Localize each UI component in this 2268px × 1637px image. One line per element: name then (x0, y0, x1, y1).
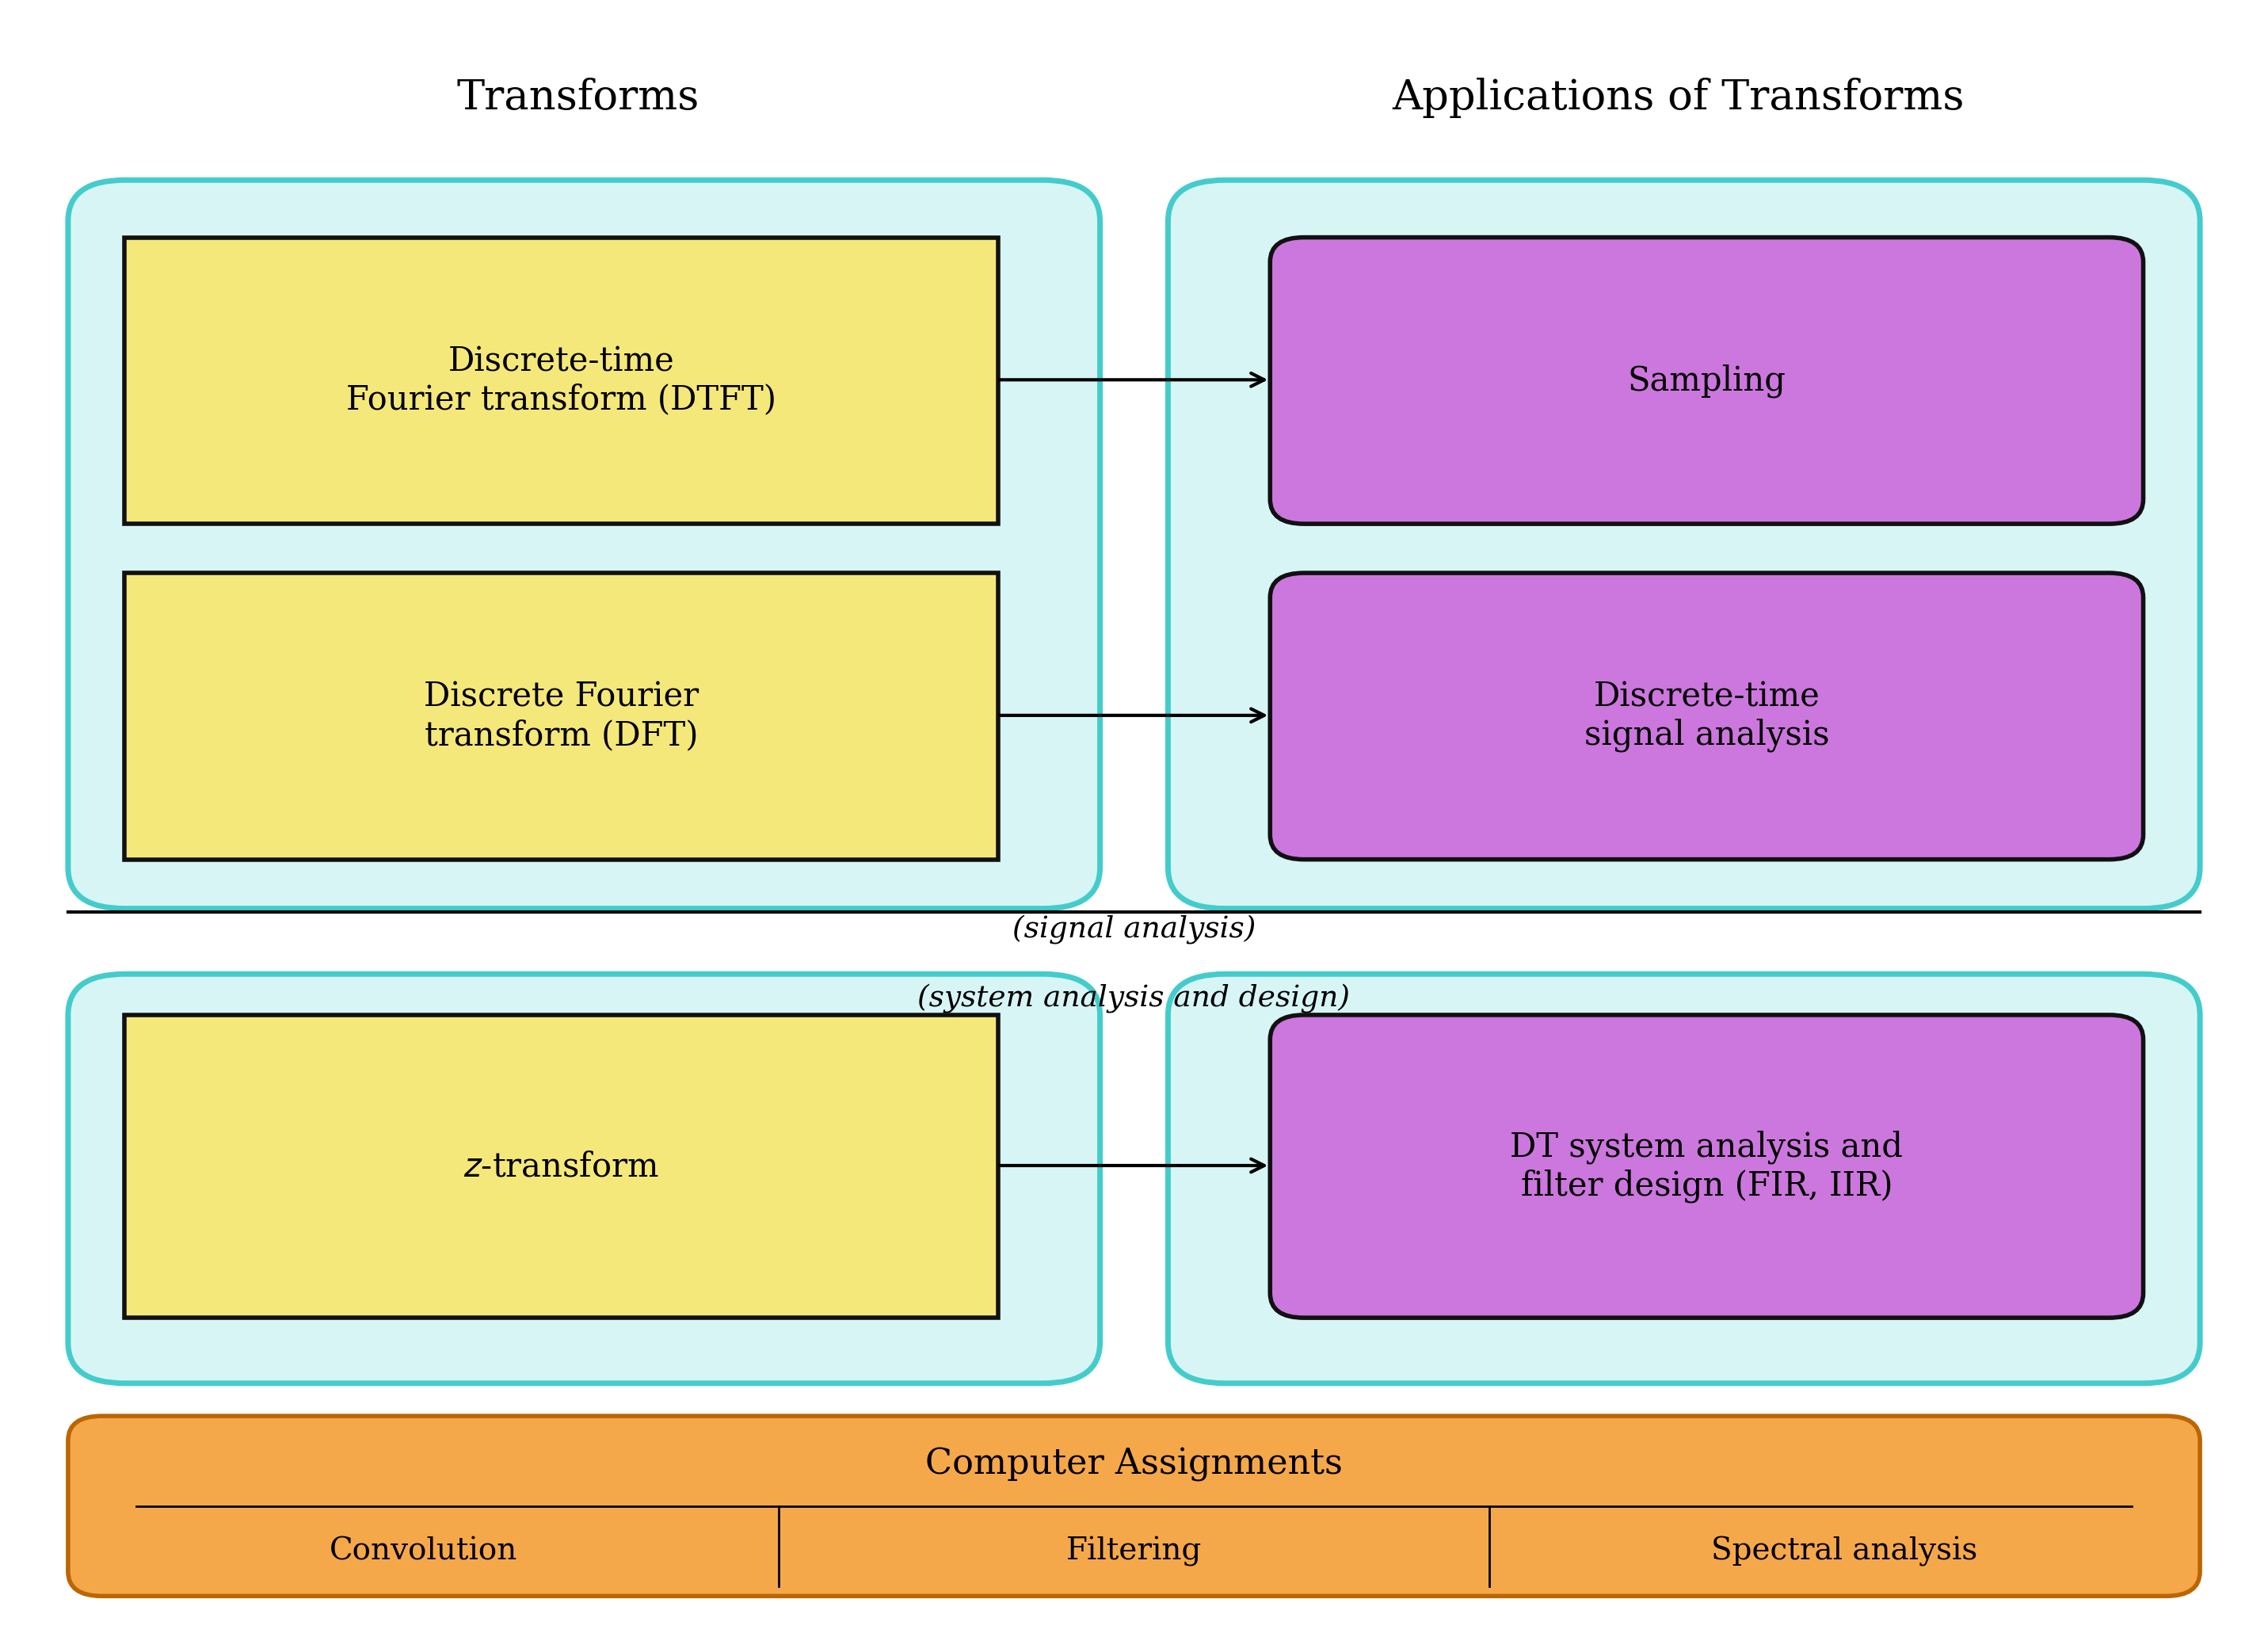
FancyBboxPatch shape (68, 180, 1100, 909)
FancyBboxPatch shape (1270, 1015, 2143, 1318)
Text: DT system analysis and
filter design (FIR, IIR): DT system analysis and filter design (FI… (1510, 1130, 1903, 1203)
Text: Applications of Transforms: Applications of Transforms (1393, 79, 1964, 118)
FancyBboxPatch shape (1168, 974, 2200, 1383)
Text: Discrete Fourier
transform (DFT): Discrete Fourier transform (DFT) (424, 681, 699, 751)
Text: (system analysis and design): (system analysis and design) (919, 984, 1349, 1013)
Text: $z$-transform: $z$-transform (463, 1149, 660, 1184)
Bar (125, 1015, 998, 1318)
FancyBboxPatch shape (1270, 573, 2143, 859)
FancyBboxPatch shape (1270, 237, 2143, 524)
FancyBboxPatch shape (68, 974, 1100, 1383)
Text: (signal analysis): (signal analysis) (1012, 915, 1256, 945)
Text: Filtering: Filtering (1066, 1536, 1202, 1567)
Text: Computer Assignments: Computer Assignments (925, 1447, 1343, 1481)
Bar (125, 573, 998, 859)
Text: Discrete-time
signal analysis: Discrete-time signal analysis (1583, 679, 1830, 753)
FancyBboxPatch shape (1168, 180, 2200, 909)
Bar (125, 237, 998, 524)
Text: Convolution: Convolution (329, 1537, 517, 1565)
Text: Transforms: Transforms (456, 79, 701, 118)
FancyBboxPatch shape (68, 1416, 2200, 1596)
Text: Spectral analysis: Spectral analysis (1712, 1536, 1978, 1567)
Text: Discrete-time
Fourier transform (DTFT): Discrete-time Fourier transform (DTFT) (347, 345, 776, 416)
Text: Sampling: Sampling (1628, 363, 1785, 398)
